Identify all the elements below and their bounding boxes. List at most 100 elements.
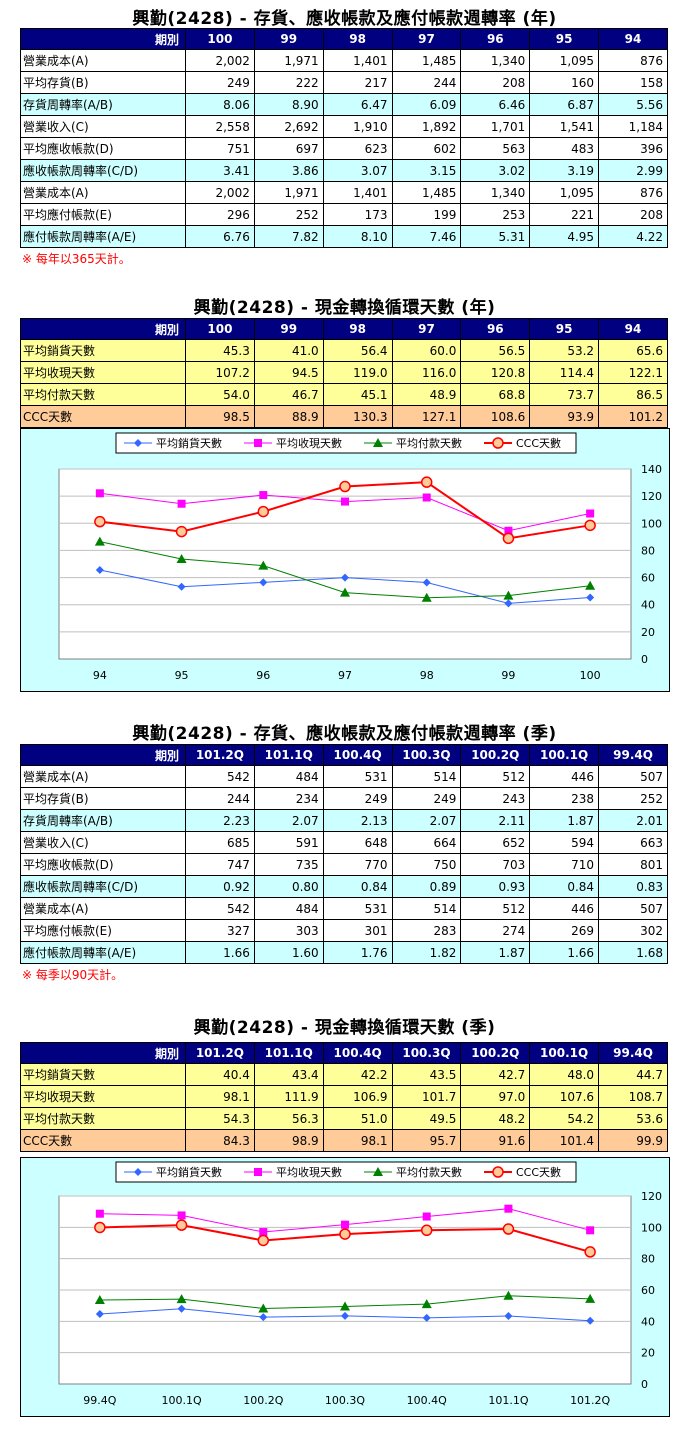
table-cell: 1,184 bbox=[598, 115, 668, 138]
table-cell: 98.9 bbox=[253, 1129, 324, 1152]
table-row: 平均存貨(B) 249 222 217 244 208 160 158 bbox=[20, 71, 668, 94]
data-point-circle bbox=[502, 1223, 515, 1235]
data-point-triangle bbox=[585, 1293, 596, 1303]
data-point-triangle bbox=[340, 1301, 350, 1311]
period-header: 97 bbox=[391, 28, 462, 50]
table-cell: 1.66 bbox=[529, 941, 600, 964]
row-label: 平均存貨(B) bbox=[20, 71, 186, 94]
table-cell: 42.2 bbox=[322, 1063, 393, 1086]
table-row: 應收帳款周轉率(C/D) 0.92 0.80 0.84 0.89 0.93 0.84 0.83 bbox=[20, 875, 668, 898]
table-cell: 54.0 bbox=[185, 383, 255, 406]
data-point-square bbox=[95, 1209, 104, 1218]
table-cell: 114.4 bbox=[529, 361, 600, 384]
data-point-square bbox=[177, 499, 186, 508]
period-header: 94 bbox=[598, 28, 668, 50]
table-cell: 594 bbox=[529, 831, 600, 854]
data-point-circle bbox=[339, 1228, 351, 1240]
table-cell: 107.6 bbox=[529, 1085, 600, 1108]
table-cell: 108.6 bbox=[460, 405, 531, 428]
table-cell: 0.80 bbox=[253, 875, 324, 898]
table-row: 平均應付帳款(E) 327 303 301 283 274 269 302 bbox=[20, 919, 668, 942]
legend-box bbox=[115, 1161, 577, 1183]
table-cell: 1.60 bbox=[253, 941, 324, 964]
table-cell: 46.7 bbox=[253, 383, 324, 406]
period-header: 95 bbox=[529, 28, 600, 50]
row-label: CCC天數 bbox=[20, 405, 186, 428]
y-tick-label: 100 bbox=[641, 517, 662, 530]
row-label: 平均應付帳款(E) bbox=[20, 919, 186, 942]
plot-area bbox=[58, 468, 632, 660]
legend-label: 平均銷貨天數 bbox=[156, 436, 222, 450]
table-cell: 122.1 bbox=[598, 361, 668, 384]
table-cell: 91.6 bbox=[460, 1129, 531, 1152]
table-cell: 1,401 bbox=[322, 49, 393, 72]
table-cell: 99.9 bbox=[598, 1129, 668, 1152]
table-row: 營業成本(A) 542 484 531 514 512 446 507 bbox=[20, 765, 668, 788]
table-cell: 0.84 bbox=[529, 875, 600, 898]
row-label: 存貨周轉率(A/B) bbox=[20, 809, 186, 832]
data-point-circle bbox=[175, 525, 188, 538]
table-cell: 1,095 bbox=[529, 181, 600, 204]
y-tick-label: 120 bbox=[641, 490, 662, 503]
table-row: 營業成本(A) 2,002 1,971 1,401 1,485 1,340 1,095 876 bbox=[20, 49, 668, 72]
table-cell: 0.93 bbox=[460, 875, 531, 898]
row-label: 平均收現天數 bbox=[20, 1085, 186, 1108]
row-label: 平均應付帳款(E) bbox=[20, 203, 186, 226]
table-cell: 56.4 bbox=[322, 339, 393, 362]
table-cell: 54.3 bbox=[185, 1107, 255, 1130]
table-cell: 1,095 bbox=[529, 49, 600, 72]
table-cell: 48.2 bbox=[460, 1107, 531, 1130]
period-header: 100.2Q bbox=[460, 744, 531, 766]
row-label: 應付帳款周轉率(A/E) bbox=[20, 941, 186, 964]
table-cell: 48.9 bbox=[391, 383, 462, 406]
x-tick-label: 99.4Q bbox=[83, 1394, 116, 1407]
table-cell: 88.9 bbox=[253, 405, 324, 428]
table-cell: 4.22 bbox=[598, 225, 668, 248]
period-header: 101.1Q bbox=[253, 744, 324, 766]
row-label: 平均應收帳款(D) bbox=[20, 137, 186, 160]
table-cell: 8.10 bbox=[322, 225, 393, 248]
table-cell: 623 bbox=[322, 137, 393, 160]
x-tick-label: 100 bbox=[580, 669, 601, 682]
table-cell: 54.2 bbox=[529, 1107, 600, 1130]
x-tick-label: 97 bbox=[338, 669, 352, 682]
data-point-circle bbox=[94, 515, 106, 528]
data-point-triangle bbox=[503, 590, 514, 600]
table-cell: 221 bbox=[529, 203, 600, 226]
table-cell: 1,701 bbox=[460, 115, 531, 138]
row-label: 營業成本(A) bbox=[20, 181, 186, 204]
data-point-circle bbox=[492, 1166, 504, 1178]
table-cell: 484 bbox=[253, 765, 324, 788]
data-point-diamond bbox=[259, 1313, 268, 1322]
table-cell: 68.8 bbox=[460, 383, 531, 406]
period-header: 96 bbox=[460, 318, 531, 340]
table-cell: 1.66 bbox=[185, 941, 255, 964]
table-row: 平均存貨(B) 244 234 249 249 243 238 252 bbox=[20, 787, 668, 810]
table-cell: 5.31 bbox=[460, 225, 531, 248]
table-cell: 98.1 bbox=[185, 1085, 255, 1108]
table-cell: 41.0 bbox=[253, 339, 324, 362]
period-header-label: 期別 bbox=[20, 28, 186, 50]
row-label: 營業成本(A) bbox=[20, 49, 186, 72]
table-row: 存貨周轉率(A/B) 8.06 8.90 6.47 6.09 6.46 6.87 5.56 bbox=[20, 93, 668, 116]
table-cell: 1,971 bbox=[253, 181, 324, 204]
table-cell: 40.4 bbox=[185, 1063, 255, 1086]
table-row: 營業成本(A) 542 484 531 514 512 446 507 bbox=[20, 897, 668, 920]
period-header: 100.3Q bbox=[391, 1042, 462, 1064]
data-point-diamond bbox=[95, 565, 104, 574]
table-row: 平均付款天數 54.3 56.3 51.0 49.5 48.2 54.2 53.6 bbox=[20, 1107, 668, 1130]
data-point-circle bbox=[420, 476, 433, 488]
table-row: CCC天數 84.3 98.9 98.1 95.7 91.6 101.4 99.9 bbox=[20, 1129, 668, 1152]
table-cell: 2,692 bbox=[253, 115, 324, 138]
table-cell: 217 bbox=[322, 71, 393, 94]
table-cell: 710 bbox=[529, 853, 600, 876]
table-cell: 747 bbox=[185, 853, 255, 876]
period-header: 100.4Q bbox=[322, 1042, 393, 1064]
table-cell: 73.7 bbox=[529, 383, 600, 406]
table-cell: 1.87 bbox=[460, 941, 531, 964]
table-cell: 876 bbox=[598, 49, 668, 72]
table-cell: 44.7 bbox=[598, 1063, 668, 1086]
table-cell: 107.2 bbox=[185, 361, 255, 384]
table-cell: 249 bbox=[322, 787, 393, 810]
table-cell: 2,002 bbox=[185, 181, 255, 204]
